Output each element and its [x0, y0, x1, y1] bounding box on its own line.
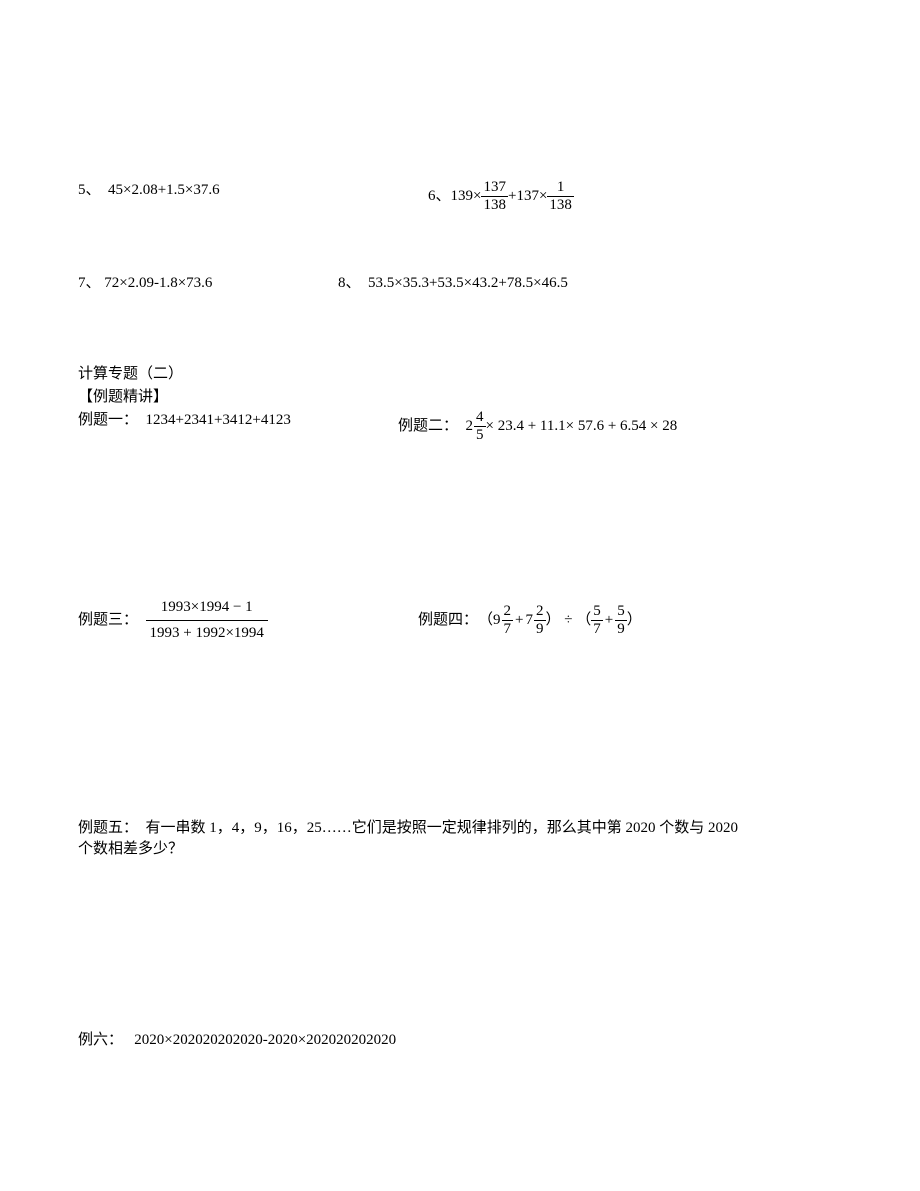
times: ×: [473, 186, 481, 207]
ex3-den: 1993 + 1992×1994: [146, 621, 268, 644]
ex4-m2-n: 2: [534, 604, 546, 621]
example-5: 例题五： 有一串数 1，4，9，16，25……它们是按照一定规律排列的，那么其中…: [78, 818, 842, 839]
problem-5: 5、 45×2.08+1.5×37.6: [78, 180, 428, 213]
ex4-m2: 7 2 9: [526, 604, 546, 637]
p6-b: 137: [516, 186, 539, 207]
section-2-subtitle: 【例题精讲】: [78, 387, 842, 408]
ex6-expr: 2020×202020202020-2020×202020202020: [134, 1032, 396, 1048]
ex2-label: 例题二：: [398, 416, 458, 437]
problem-5-expr: 45×2.08+1.5×37.6: [108, 182, 220, 198]
ex2-mixed: 2 4 5: [466, 410, 486, 443]
ex4-m2-w: 7: [526, 610, 534, 631]
ex5-text1: 有一串数 1，4，9，16，25……它们是按照一定规律排列的，那么其中第 202…: [146, 820, 739, 836]
ex2-expr: 2 4 5 × 23.4 + 11.1× 57.6 + 6.54 × 28: [466, 410, 678, 443]
spacer: [78, 860, 842, 1030]
problem-8: 8、 53.5×35.3+53.5×43.2+78.5×46.5: [338, 273, 842, 294]
plus1: +: [513, 610, 525, 631]
problem-7-expr: 72×2.09-1.8×73.6: [104, 275, 212, 291]
problem-7: 7、 72×2.09-1.8×73.6: [78, 273, 338, 294]
ex4-f3: 5 7: [591, 604, 603, 637]
example-1: 例题一： 1234+2341+3412+4123: [78, 410, 398, 443]
example-row-1-2: 例题一： 1234+2341+3412+4123 例题二： 2 4 5 × 23…: [78, 410, 842, 443]
ex4-expr: （ 9 2 7 + 7 2 9 ） ÷ （ 5 7: [478, 604, 642, 637]
problem-8-label: 8、: [338, 275, 361, 291]
rp1: ）: [546, 610, 561, 631]
problem-7-label: 7、: [78, 275, 101, 291]
plus2: +: [603, 610, 615, 631]
lp1: （: [478, 610, 493, 631]
example-2: 例题二： 2 4 5 × 23.4 + 11.1× 57.6 + 6.54 × …: [398, 410, 842, 443]
example-5-line2: 个数相差多少？: [78, 839, 842, 860]
ex4-m1: 9 2 7: [493, 604, 513, 637]
p6-frac1: 137138: [481, 180, 508, 213]
ex4-label: 例题四：: [418, 610, 478, 631]
problem-6-expr: 139×137138 + 137×1138: [451, 180, 574, 213]
p6-f1-num: 137: [481, 180, 508, 197]
ex4-f3-d: 7: [591, 621, 603, 637]
problem-6-label: 6、: [428, 186, 451, 207]
p6-f1-den: 138: [481, 197, 508, 213]
problem-5-label: 5、: [78, 182, 101, 198]
section-2-title: 计算专题（二）: [78, 364, 842, 385]
spacer: [78, 447, 842, 597]
ex4-f4-n: 5: [615, 604, 627, 621]
ex3-label: 例题三：: [78, 610, 138, 631]
ex3-frac: 1993×1994 − 1 1993 + 1992×1994: [146, 597, 268, 644]
ex2-den: 5: [474, 427, 486, 443]
problem-row-7-8: 7、 72×2.09-1.8×73.6 8、 53.5×35.3+53.5×43…: [78, 273, 842, 294]
ex1-expr: 1234+2341+3412+4123: [146, 412, 291, 428]
ex3-num: 1993×1994 − 1: [146, 597, 268, 621]
rp2: ）: [627, 610, 642, 631]
ex6-label: 例六：: [78, 1032, 123, 1048]
lp2: （: [576, 610, 591, 631]
ex2-frac: 4 5: [474, 410, 486, 443]
problem-8-expr: 53.5×35.3+53.5×43.2+78.5×46.5: [368, 275, 568, 291]
example-3: 例题三： 1993×1994 − 1 1993 + 1992×1994: [78, 597, 418, 644]
ex4-m1-n: 2: [502, 604, 514, 621]
ex4-f4-d: 9: [615, 621, 627, 637]
spacer: [78, 648, 842, 818]
ex2-part: × 23.4 + 11.1× 57.6 + 6.54 × 28: [486, 416, 678, 437]
example-4: 例题四： （ 9 2 7 + 7 2 9 ） ÷ （ 5: [418, 597, 842, 644]
ex2-num: 4: [474, 410, 486, 427]
problem-row-5-6: 5、 45×2.08+1.5×37.6 6、 139×137138 + 137×…: [78, 180, 842, 213]
p6-a: 139: [451, 186, 474, 207]
ex4-f3-n: 5: [591, 604, 603, 621]
ex4-m1-d: 7: [502, 621, 514, 637]
ex4-m1-f: 2 7: [502, 604, 514, 637]
ex4-m1-w: 9: [493, 610, 501, 631]
problem-6: 6、 139×137138 + 137×1138: [428, 180, 842, 213]
ex4-m2-f: 2 9: [534, 604, 546, 637]
times: ×: [539, 186, 547, 207]
ex4-m2-d: 9: [534, 621, 546, 637]
example-row-3-4: 例题三： 1993×1994 − 1 1993 + 1992×1994 例题四：…: [78, 597, 842, 644]
ex5-label: 例题五：: [78, 820, 138, 836]
p6-frac2: 1138: [547, 180, 574, 213]
p6-f2-num: 1: [547, 180, 574, 197]
ex4-f4: 5 9: [615, 604, 627, 637]
plus: +: [508, 186, 516, 207]
example-6: 例六： 2020×202020202020-2020×202020202020: [78, 1030, 842, 1051]
ex1-label: 例题一：: [78, 412, 138, 428]
ex2-whole: 2: [466, 416, 474, 437]
div: ÷: [564, 610, 572, 631]
p6-f2-den: 138: [547, 197, 574, 213]
